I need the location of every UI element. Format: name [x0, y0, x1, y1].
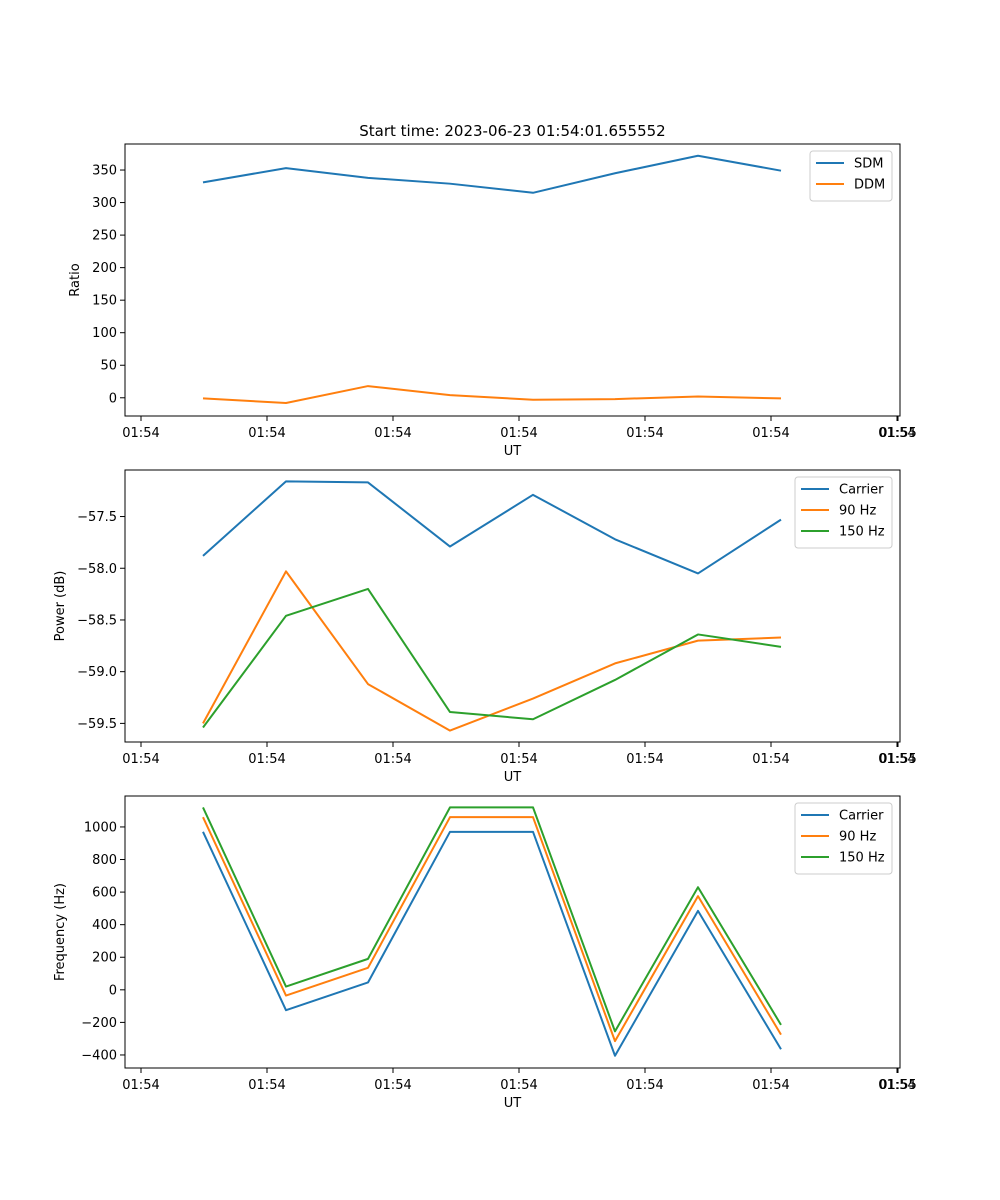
panel-1-x-tick-label: 01:54 — [626, 426, 663, 441]
panel-3-legend-label: Carrier — [839, 809, 884, 824]
panel-1-x-tick-label: 01:54 — [122, 426, 159, 441]
panel-1-y-tick-label: 100 — [92, 326, 117, 341]
panel-2-x-tick-label: 01:54 — [878, 752, 915, 767]
panel-3-y-tick-label: 200 — [92, 951, 117, 966]
panel-1-legend: SDM DDM — [809, 150, 893, 202]
panel-1-y-tick-label: 0 — [109, 391, 117, 406]
panel-2-legend-label: 90 Hz — [839, 504, 876, 519]
panel-1-title: Start time: 2023-06-23 01:54:01.655552 — [359, 122, 665, 140]
panel-2-legend-label: Carrier — [839, 483, 884, 498]
panel-3-series-90-hz-line — [202, 816, 782, 1043]
panel-2-x-tick-label: 01:54 — [752, 752, 789, 767]
panel-1-x-axis-label: UT — [504, 444, 522, 459]
panel-2-x-tick-label: 01:54 — [500, 752, 537, 767]
panel-3-y-tick-label: 400 — [92, 918, 117, 933]
panel-1-x-tick-label: 01:54 — [752, 426, 789, 441]
panel-1-series-ddm-line — [202, 385, 782, 404]
panel-1-y-tick-label: 150 — [92, 294, 117, 309]
panel-3-y-tick-label: 600 — [92, 886, 117, 901]
panel-1-axes-frame — [124, 143, 901, 417]
panel-3-x-tick-label: 01:54 — [500, 1078, 537, 1093]
panel-1-x-tick-label: 01:54 — [248, 426, 285, 441]
panel-1-legend-label: SDM — [854, 157, 883, 172]
panel-2-series-150-hz-line — [202, 587, 782, 729]
panel-2-y-tick-label: −58.0 — [77, 562, 117, 577]
panel-2-x-tick-label: 01:54 — [374, 752, 411, 767]
panel-2-x-tick-label: 01:54 — [122, 752, 159, 767]
panel-3-y-tick-label: 1000 — [84, 820, 117, 835]
panel-3-x-tick-label: 01:54 — [626, 1078, 663, 1093]
panel-1: Start time: 2023-06-23 01:54:01.655552 0 5… — [68, 122, 917, 459]
panel-3-y-tick-label: −200 — [81, 1016, 117, 1031]
panel-2-x-tick-label: 01:55 — [879, 752, 916, 767]
panel-2-y-axis-label: Power (dB) — [53, 571, 68, 642]
panel-1-series-sdm-line — [202, 154, 782, 194]
panel-1-x-tick-label: 01:54 — [374, 426, 411, 441]
panel-3-x-tick-label: 01:54 — [248, 1078, 285, 1093]
panel-2-y-tick-label: −57.5 — [77, 510, 117, 525]
panel-3-x-axis-label: UT — [504, 1096, 522, 1111]
panel-3-series-carrier-line — [202, 830, 782, 1057]
panel-1-x-tick-label: 01:55 — [879, 426, 916, 441]
panel-1-y-tick-label: 50 — [100, 359, 117, 374]
panel-3-y-tick-label: 0 — [109, 983, 117, 998]
panel-2-series-90-hz-line — [202, 570, 782, 732]
panel-2-x-tick-label: 01:54 — [248, 752, 285, 767]
panel-3-y-tick-label: −400 — [81, 1048, 117, 1063]
panel-3-x-tick-label: 01:55 — [879, 1078, 916, 1093]
panel-2: −59.5 −59.0 −58.5 −58.0 −57.5 01:54 01:54 01:54… — [53, 469, 917, 785]
panel-2-series-carrier-line — [202, 480, 782, 575]
panel-1-y-tick-label: 350 — [92, 164, 117, 179]
panel-3-x-tick-label: 01:54 — [878, 1078, 915, 1093]
panel-2-x-tick-label: 01:54 — [626, 752, 663, 767]
panel-1-y-tick-label: 300 — [92, 196, 117, 211]
panel-1-x-tick-label: 01:54 — [500, 426, 537, 441]
panel-3-x-tick-label: 01:54 — [752, 1078, 789, 1093]
panel-1-y-tick-label: 250 — [92, 229, 117, 244]
panel-1-x-tick-label: 01:54 — [878, 426, 915, 441]
panel-1-legend-label: DDM — [854, 178, 885, 193]
panel-3-legend-label: 150 Hz — [839, 851, 885, 866]
panel-2-y-tick-label: −59.5 — [77, 717, 117, 732]
panel-3-legend-label: 90 Hz — [839, 830, 876, 845]
panel-3-legend: Carrier 90 Hz 150 Hz — [794, 802, 893, 875]
panel-1-y-axis-label: Ratio — [68, 263, 83, 296]
panel-1-y-tick-label: 200 — [92, 261, 117, 276]
panel-3-x-tick-label: 01:54 — [374, 1078, 411, 1093]
panel-3-x-tick-label: 01:54 — [122, 1078, 159, 1093]
panel-2-legend: Carrier 90 Hz 150 Hz — [794, 476, 893, 549]
panel-3-y-tick-label: 800 — [92, 853, 117, 868]
panel-2-legend-label: 150 Hz — [839, 525, 885, 540]
panel-3-series-150-hz-line — [202, 806, 782, 1033]
panel-3: −400 −200 0 200 400 600 800 1000 01:54 01:54 01:54… — [53, 795, 917, 1111]
panel-2-y-tick-label: −59.0 — [77, 665, 117, 680]
panel-2-y-tick-label: −58.5 — [77, 613, 117, 628]
panel-3-axes-frame — [124, 795, 901, 1069]
panel-2-x-axis-label: UT — [504, 770, 522, 785]
panel-3-y-axis-label: Frequency (Hz) — [53, 883, 68, 981]
panel-2-axes-frame — [124, 469, 901, 743]
